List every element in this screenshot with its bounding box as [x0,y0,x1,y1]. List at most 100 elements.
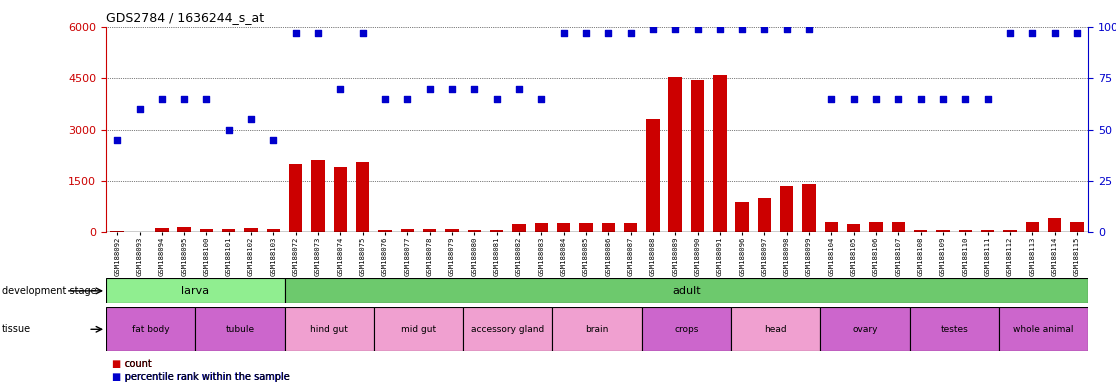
Text: percentile rank within the sample: percentile rank within the sample [125,372,290,382]
Bar [356,162,369,232]
Text: accessory gland: accessory gland [471,325,545,334]
Point [108,137,126,143]
Bar [311,161,325,232]
Text: GDS2784 / 1636244_s_at: GDS2784 / 1636244_s_at [106,11,264,24]
Text: fat body: fat body [132,325,170,334]
Text: tubule: tubule [225,325,254,334]
Point [800,26,818,32]
Point [689,26,706,32]
Bar [106,278,285,303]
Point [666,26,684,32]
Point [845,96,863,102]
Text: tissue: tissue [2,324,31,334]
Point [354,30,372,36]
Point [1023,30,1041,36]
Bar [731,307,820,351]
Bar [244,228,258,232]
Bar [445,229,459,232]
Text: count: count [125,359,153,369]
Bar [825,222,838,232]
Text: crops: crops [674,325,699,334]
Bar [646,119,660,232]
Point [711,26,729,32]
Point [510,85,528,91]
Bar [106,307,195,351]
Bar [959,230,972,232]
Point [622,30,639,36]
Bar [463,307,552,351]
Bar [110,231,124,232]
Point [889,96,907,102]
Point [198,96,215,102]
Point [912,96,930,102]
Bar [378,230,392,232]
Bar [289,164,302,232]
Point [287,30,305,36]
Point [175,96,193,102]
Bar [334,167,347,232]
Point [1001,30,1019,36]
Point [644,26,662,32]
Bar [691,80,704,232]
Bar [869,222,883,232]
Point [555,30,573,36]
Point [331,85,349,91]
Bar [892,222,905,232]
Text: development stage: development stage [2,286,97,296]
Bar [847,224,860,232]
Bar [914,230,927,232]
Point [131,106,148,112]
Bar [579,223,593,232]
Point [264,137,282,143]
Text: ■ count: ■ count [112,359,152,369]
Bar [735,202,749,232]
Point [398,96,416,102]
Point [599,30,617,36]
Bar [374,307,463,351]
Bar [423,229,436,232]
Point [376,96,394,102]
Point [867,96,885,102]
Point [1046,30,1064,36]
Point [532,96,550,102]
Bar [222,229,235,232]
Point [242,116,260,122]
Bar [642,307,731,351]
Bar [490,230,503,232]
Point [934,96,952,102]
Bar [999,307,1088,351]
Bar [557,223,570,232]
Bar [552,307,642,351]
Text: adult: adult [672,286,701,296]
Bar [936,230,950,232]
Bar [820,307,910,351]
Bar [780,186,793,232]
Text: mid gut: mid gut [401,325,436,334]
Bar [910,307,999,351]
Bar [802,184,816,232]
Text: testes: testes [941,325,968,334]
Point [577,30,595,36]
Bar [267,228,280,232]
Bar [512,224,526,232]
Bar [1070,222,1084,232]
Text: head: head [764,325,787,334]
Bar [1048,218,1061,232]
Bar [285,278,1088,303]
Bar [535,223,548,232]
Point [443,85,461,91]
Point [309,30,327,36]
Bar [195,307,285,351]
Text: larva: larva [181,286,210,296]
Bar [1026,222,1039,232]
Point [1068,30,1086,36]
Bar [177,227,191,232]
Bar [401,229,414,232]
Point [778,26,796,32]
Point [488,96,506,102]
Bar [155,228,169,232]
Point [956,96,974,102]
Text: ovary: ovary [853,325,877,334]
Bar [200,228,213,232]
Point [153,96,171,102]
